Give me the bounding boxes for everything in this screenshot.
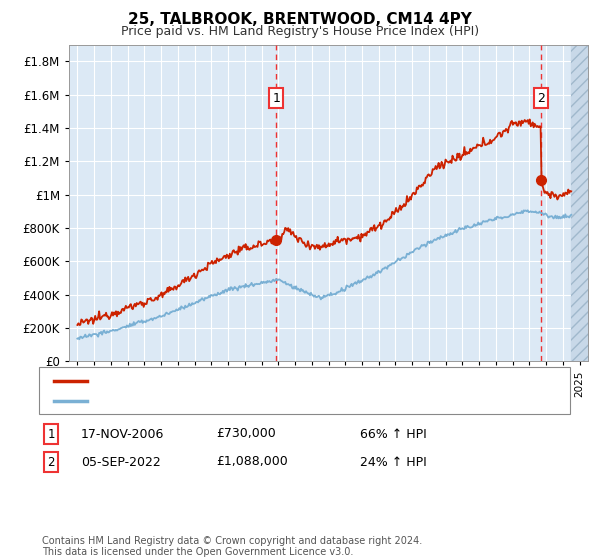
Text: 1: 1: [47, 427, 55, 441]
Text: Price paid vs. HM Land Registry's House Price Index (HPI): Price paid vs. HM Land Registry's House …: [121, 25, 479, 38]
Text: 05-SEP-2022: 05-SEP-2022: [81, 455, 161, 469]
Text: £1,088,000: £1,088,000: [216, 455, 288, 469]
Text: £730,000: £730,000: [216, 427, 276, 441]
Text: 1: 1: [272, 92, 280, 105]
Text: 24% ↑ HPI: 24% ↑ HPI: [360, 455, 427, 469]
Text: 25, TALBROOK, BRENTWOOD, CM14 4PY (detached house): 25, TALBROOK, BRENTWOOD, CM14 4PY (detac…: [93, 375, 439, 388]
Text: Contains HM Land Registry data © Crown copyright and database right 2024.
This d: Contains HM Land Registry data © Crown c…: [42, 535, 422, 557]
Text: 66% ↑ HPI: 66% ↑ HPI: [360, 427, 427, 441]
Text: 2: 2: [536, 92, 545, 105]
Text: 25, TALBROOK, BRENTWOOD, CM14 4PY: 25, TALBROOK, BRENTWOOD, CM14 4PY: [128, 12, 472, 27]
Text: 2: 2: [47, 455, 55, 469]
Text: 17-NOV-2006: 17-NOV-2006: [81, 427, 164, 441]
Text: HPI: Average price, detached house, Brentwood: HPI: Average price, detached house, Bren…: [93, 395, 375, 408]
